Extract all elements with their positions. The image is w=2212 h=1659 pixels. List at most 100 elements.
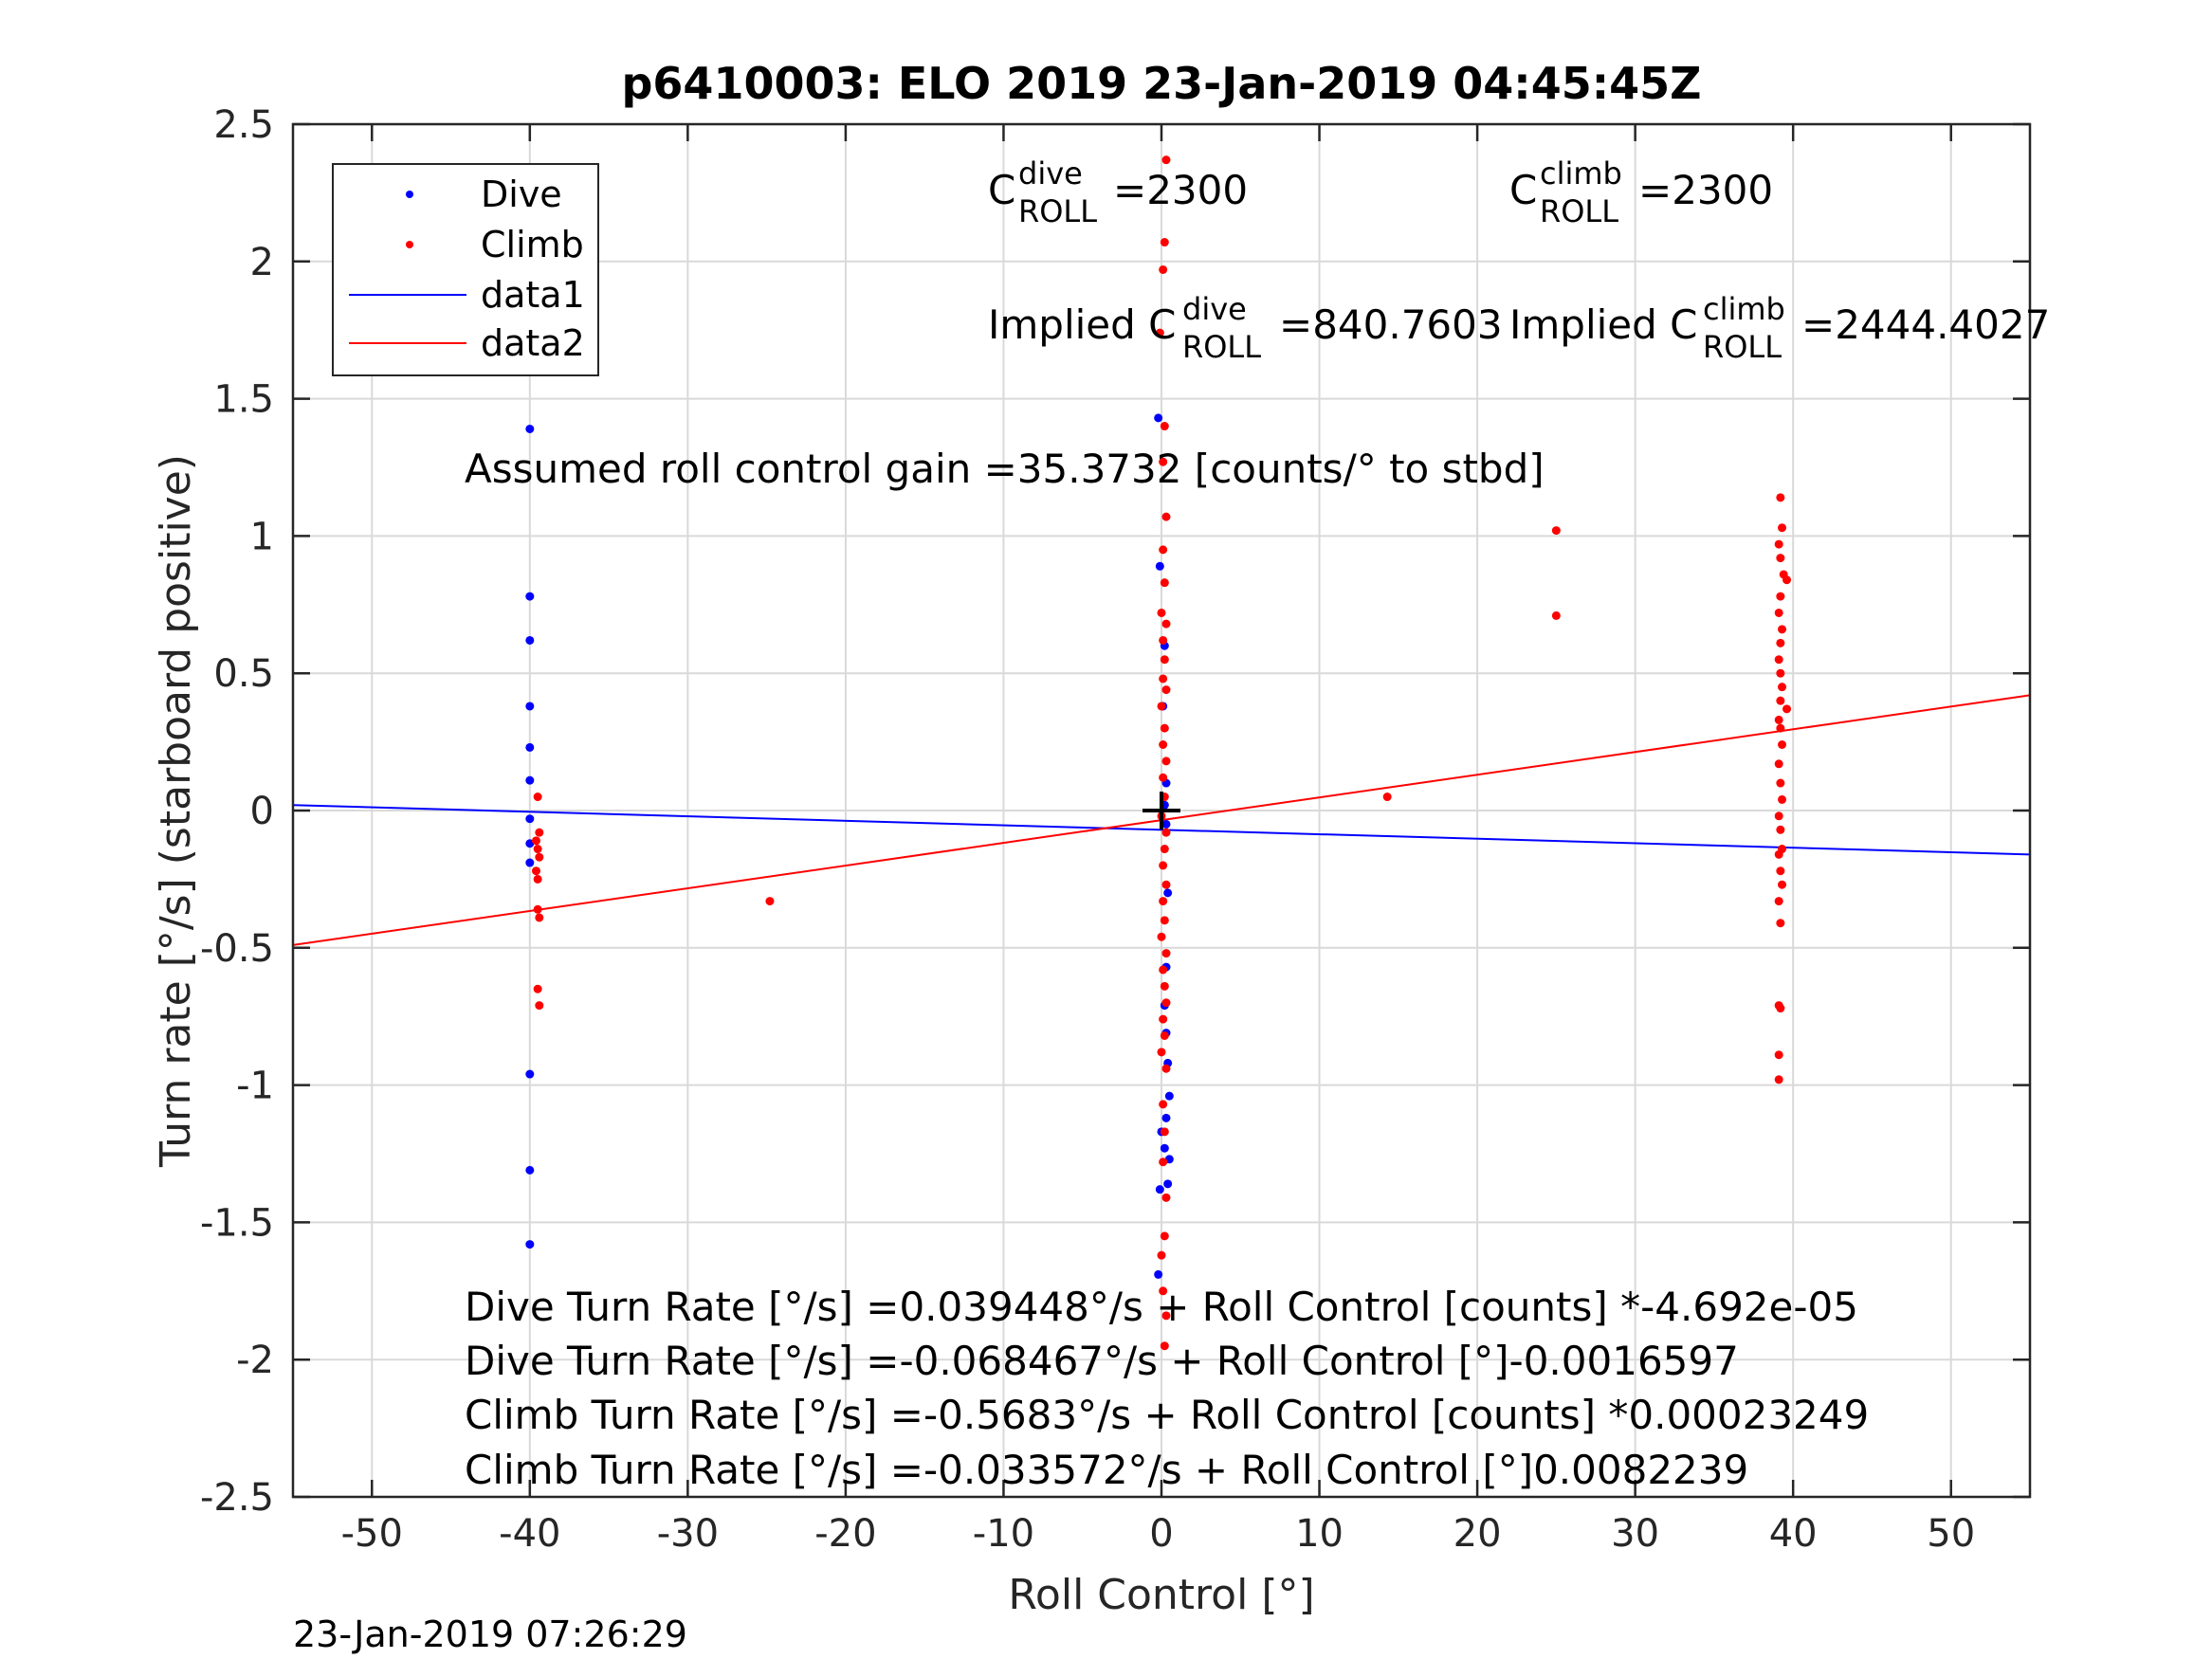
climb-point: [1157, 608, 1166, 617]
climb-point: [1161, 828, 1171, 837]
legend-marker-dive: [406, 191, 413, 198]
implied-dive-annotation: Implied C dive ROLL =840.7603: [988, 291, 1503, 365]
implied-dive-sup: dive: [1182, 291, 1247, 327]
footer-timestamp: 23-Jan-2019 07:26:29: [293, 1613, 687, 1655]
climb-point: [1159, 1014, 1168, 1024]
climb-point: [1160, 1231, 1169, 1241]
implied-climb-annotation: Implied C climb ROLL =2444.4027: [1509, 291, 2050, 365]
climb-point: [1778, 739, 1787, 749]
implied-dive-prefix: Implied C: [988, 301, 1176, 348]
climb-point: [1774, 897, 1783, 906]
y-tick-label: -1.5: [200, 1201, 274, 1245]
equation-dive-counts: Dive Turn Rate [°/s] =0.039448°/s + Roll…: [465, 1284, 1858, 1330]
climb-point: [1161, 757, 1171, 766]
legend-label-climb: Climb: [481, 224, 584, 265]
implied-climb-sub: ROLL: [1703, 329, 1782, 365]
climb-point: [1159, 897, 1168, 906]
gain-annotation: Assumed roll control gain =35.3732 [coun…: [465, 446, 1545, 492]
x-tick-label: -40: [499, 1512, 560, 1556]
climb-point: [1551, 526, 1561, 536]
equation-dive-degrees: Dive Turn Rate [°/s] =-0.068467°/s + Rol…: [465, 1338, 1739, 1384]
dive-point: [525, 424, 535, 433]
c-roll-climb-value: =2300: [1638, 167, 1773, 213]
c-roll-climb-sup: climb: [1540, 155, 1622, 191]
climb-point: [1160, 422, 1169, 431]
c-roll-dive-sup: dive: [1018, 155, 1083, 191]
dive-point: [1161, 1113, 1171, 1122]
climb-point: [1161, 685, 1171, 695]
fit-line-data1: [292, 804, 2031, 856]
climb-point: [1160, 655, 1169, 665]
legend-label-data1: data1: [481, 274, 585, 316]
dive-point: [1161, 819, 1171, 829]
climb-point: [1159, 545, 1168, 555]
climb-point: [1161, 1311, 1171, 1321]
climb-point: [535, 913, 544, 922]
dive-point: [1154, 413, 1163, 423]
implied-climb-prefix: Implied C: [1509, 301, 1697, 348]
climb-point: [1774, 759, 1783, 769]
climb-point: [1160, 578, 1169, 588]
climb-point: [1774, 1075, 1783, 1085]
climb-point: [1776, 592, 1785, 601]
data-points: [525, 155, 1792, 1351]
center-marker: [1143, 792, 1180, 830]
climb-point: [1161, 512, 1171, 521]
climb-point: [533, 904, 542, 914]
x-tick-label: -50: [341, 1512, 403, 1556]
y-tick-label: -0.5: [200, 927, 274, 971]
climb-point: [1157, 1250, 1166, 1260]
x-axis-label: Roll Control [°]: [1008, 1571, 1314, 1619]
y-tick-label: -2: [236, 1339, 274, 1382]
climb-point: [1382, 793, 1392, 802]
dive-point: [1154, 1269, 1163, 1279]
x-tick-label: 0: [1149, 1512, 1173, 1556]
dive-point: [1155, 561, 1164, 571]
x-tick-label: 20: [1453, 1512, 1502, 1556]
c-roll-dive-prefix: C: [988, 167, 1015, 213]
climb-point: [1782, 575, 1792, 585]
y-tick-label: -1: [236, 1065, 274, 1108]
dive-point: [525, 702, 535, 711]
dive-point: [525, 1165, 535, 1175]
implied-climb-value: =2444.4027: [1801, 301, 2050, 348]
legend-label-data2: data2: [481, 322, 585, 364]
climb-point: [1160, 238, 1169, 247]
x-tick-label: 50: [1927, 1512, 1975, 1556]
dive-point: [525, 1069, 535, 1079]
climb-point: [1161, 949, 1171, 958]
climb-point: [1157, 932, 1166, 941]
climb-point: [1161, 1064, 1171, 1073]
climb-point: [1157, 1048, 1166, 1057]
climb-point: [1159, 635, 1168, 645]
climb-point: [1159, 1158, 1168, 1167]
dive-point: [1163, 888, 1173, 898]
tick-labels: -50 -40 -30 -20 -10 0 10 20 30 40 50 2.5 2 1.5 1 0.5 0 -0…: [200, 103, 1975, 1556]
climb-point: [533, 874, 542, 884]
climb-point: [531, 836, 540, 846]
legend-label-dive: Dive: [481, 173, 562, 215]
dive-point: [1160, 1143, 1169, 1153]
dive-point: [525, 1240, 535, 1249]
climb-point: [1160, 981, 1169, 991]
c-roll-dive-value: =2300: [1113, 167, 1248, 213]
x-tick-label: 10: [1295, 1512, 1344, 1556]
climb-point: [1774, 811, 1783, 821]
c-roll-climb-sub: ROLL: [1540, 193, 1618, 229]
y-tick-label: 2: [250, 241, 274, 284]
climb-point: [1774, 539, 1783, 549]
climb-point: [1159, 965, 1168, 975]
climb-point: [1155, 328, 1164, 337]
climb-point: [1161, 998, 1171, 1008]
y-tick-label: 1: [250, 515, 274, 558]
climb-point: [535, 828, 544, 837]
dive-point: [525, 775, 535, 785]
x-tick-label: -20: [814, 1512, 876, 1556]
legend: Dive Climb data1 data2: [332, 163, 599, 376]
legend-marker-climb: [406, 241, 413, 248]
climb-point: [1776, 919, 1785, 928]
dive-point: [525, 742, 535, 752]
climb-point: [1160, 723, 1169, 733]
x-tick-label: -30: [657, 1512, 719, 1556]
